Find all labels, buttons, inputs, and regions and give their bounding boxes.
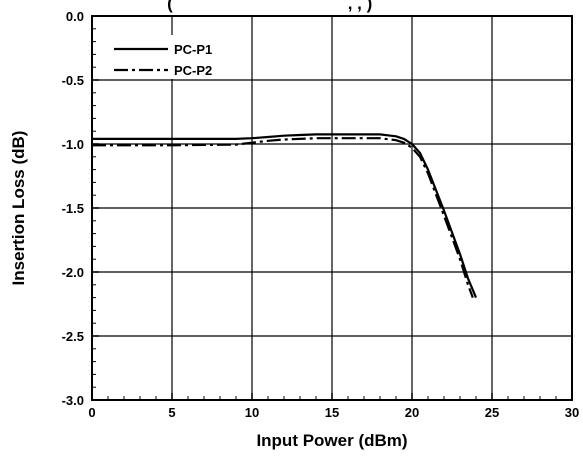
x-tick-label: 0 (88, 405, 95, 420)
series-layer (92, 133, 478, 299)
x-axis-title: Input Power (dBm) (256, 431, 407, 450)
chart-title: ( , , ) (167, 0, 372, 13)
legend-box (106, 35, 236, 79)
ticks (91, 15, 573, 401)
legend-label: PC-P2 (174, 63, 212, 78)
y-tick-label: -2.0 (62, 265, 84, 280)
x-tick-label: 25 (485, 405, 499, 420)
y-tick-labels: 0.0 -0.5 -1.0 -1.5 -2.0 -2.5 -3.0 (62, 9, 84, 408)
legend: PC-P1 PC-P2 (106, 35, 236, 79)
y-tick-label: -2.5 (62, 329, 84, 344)
y-tick-label: -1.0 (62, 137, 84, 152)
y-tick-label: -3.0 (62, 393, 84, 408)
x-tick-label: 5 (168, 405, 175, 420)
x-tick-label: 20 (405, 405, 419, 420)
chart-title-rest: , , ) (348, 0, 373, 13)
x-tick-label: 10 (245, 405, 259, 420)
chart-title-open: ( (167, 0, 173, 13)
y-tick-label: -0.5 (62, 73, 84, 88)
series-line-pc-p1 (92, 133, 478, 299)
x-tick-labels: 0 5 10 15 20 25 30 (88, 405, 579, 420)
legend-label: PC-P1 (174, 42, 212, 57)
series-line-pc-p2 (92, 137, 474, 298)
x-tick-label: 15 (325, 405, 339, 420)
y-tick-label: 0.0 (66, 9, 84, 24)
y-tick-label: -1.5 (62, 201, 84, 216)
y-axis-title: Insertion Loss (dB) (9, 131, 28, 286)
x-tick-label: 30 (565, 405, 579, 420)
